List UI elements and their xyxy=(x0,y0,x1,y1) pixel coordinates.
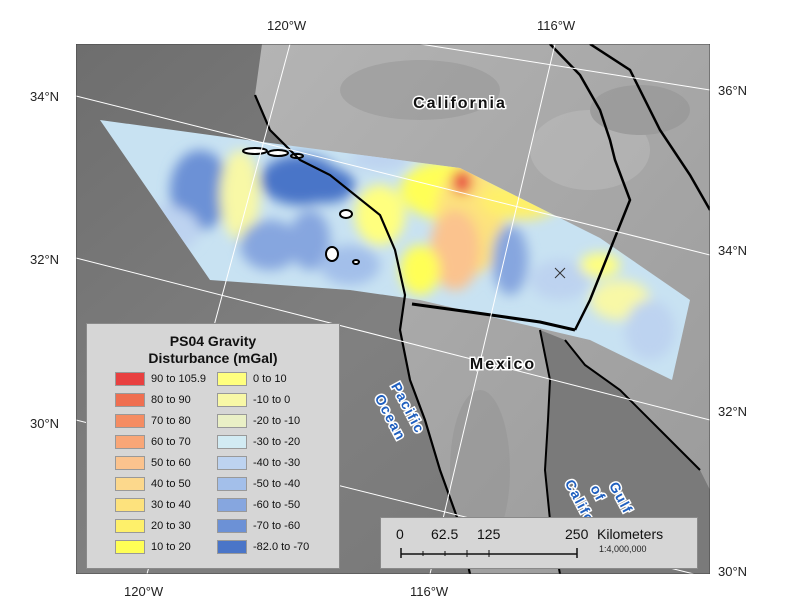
legend-swatch xyxy=(115,477,145,491)
legend-label: -70 to -60 xyxy=(253,520,301,532)
california-nevada-border xyxy=(549,44,632,331)
legend-label: 10 to 20 xyxy=(151,541,191,553)
scale-tick-62-5: 62.5 xyxy=(431,526,459,542)
legend-label: 60 to 70 xyxy=(151,436,191,448)
legend-swatch xyxy=(217,498,247,512)
gravity-map[interactable]: California Mexico Pacific Ocean Gulf of … xyxy=(76,44,710,574)
legend-swatch xyxy=(115,456,145,470)
scale-ratio: 1:4,000,000 xyxy=(599,544,647,554)
scale-bar-box: 0 62.5 125 250 Kilometers 1:4,000,000 xyxy=(380,517,698,569)
legend-swatch xyxy=(115,519,145,533)
right-lat-label-30n: 30°N xyxy=(718,564,748,579)
scale-unit: Kilometers xyxy=(597,526,664,542)
left-lat-label-34n: 34°N xyxy=(30,89,60,104)
scale-tick-125: 125 xyxy=(477,526,501,542)
legend-label: 90 to 105.9 xyxy=(151,373,207,385)
legend-label: -40 to -30 xyxy=(253,457,301,469)
gulf-water xyxy=(540,330,710,574)
legend-title: PS04 Gravity Disturbance (mGal) xyxy=(87,333,339,367)
legend-swatch xyxy=(115,414,145,428)
legend-label: 50 to 60 xyxy=(151,457,191,469)
legend-swatch xyxy=(217,519,247,533)
us-mexico-border xyxy=(411,302,576,332)
right-lat-label-36n: 36°N xyxy=(718,83,748,98)
legend-swatch xyxy=(115,435,145,449)
left-lat-label-30n: 30°N xyxy=(30,416,60,431)
legend-label: -50 to -40 xyxy=(253,478,301,490)
legend-label: 30 to 40 xyxy=(151,499,191,511)
scale-bar xyxy=(400,548,578,558)
legend-swatch xyxy=(115,540,145,554)
legend-label: 70 to 80 xyxy=(151,415,191,427)
top-lon-label-116w: 116°W xyxy=(537,18,576,33)
legend-label: 80 to 90 xyxy=(151,394,191,406)
bottom-lon-label-116w: 116°W xyxy=(410,584,449,599)
legend-label: -10 to 0 xyxy=(253,394,291,406)
legend-swatch xyxy=(217,435,247,449)
legend-swatch xyxy=(115,393,145,407)
legend-swatch xyxy=(217,540,247,554)
station-marker-icon xyxy=(554,267,566,279)
top-lon-label-120w: 120°W xyxy=(267,18,307,33)
legend-swatch xyxy=(115,372,145,386)
legend-swatch xyxy=(217,477,247,491)
label-mexico: Mexico xyxy=(470,356,536,373)
right-lat-label-32n: 32°N xyxy=(718,404,748,419)
right-lat-label-34n: 34°N xyxy=(718,243,748,258)
legend-swatch xyxy=(115,498,145,512)
legend-label: -82.0 to -70 xyxy=(253,541,310,553)
legend-swatch xyxy=(217,414,247,428)
label-california: California xyxy=(413,95,507,112)
legend-label: 0 to 10 xyxy=(253,373,287,385)
legend-swatch xyxy=(217,393,247,407)
legend-title-line2: Disturbance (mGal) xyxy=(148,350,278,366)
legend-label: 20 to 30 xyxy=(151,520,191,532)
state-border-east xyxy=(589,44,710,211)
legend-label: -20 to -10 xyxy=(253,415,301,427)
legend-box: PS04 Gravity Disturbance (mGal) 90 to 10… xyxy=(86,323,340,569)
left-lat-label-32n: 32°N xyxy=(30,252,60,267)
coastline xyxy=(253,94,472,574)
legend-title-line1: PS04 Gravity xyxy=(169,333,257,349)
legend-swatch xyxy=(217,372,247,386)
legend-label: 40 to 50 xyxy=(151,478,191,490)
legend-swatch xyxy=(217,456,247,470)
scale-tick-0: 0 xyxy=(396,526,404,542)
scale-tick-250: 250 xyxy=(565,526,589,542)
bottom-lon-label-120w: 120°W xyxy=(124,584,164,599)
legend-label: -30 to -20 xyxy=(253,436,301,448)
legend-label: -60 to -50 xyxy=(253,499,301,511)
channel-islands xyxy=(242,147,360,265)
